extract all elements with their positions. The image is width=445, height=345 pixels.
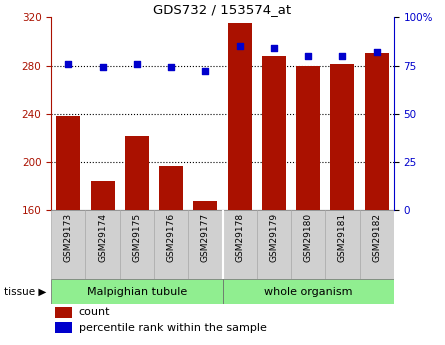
Bar <box>159 166 183 210</box>
Text: GSM29179: GSM29179 <box>269 213 279 262</box>
Bar <box>125 136 149 210</box>
Bar <box>222 210 257 279</box>
Text: GSM29174: GSM29174 <box>98 213 107 262</box>
Bar <box>51 210 85 279</box>
Point <box>134 61 141 66</box>
Bar <box>365 53 388 210</box>
Text: GSM29175: GSM29175 <box>132 213 142 262</box>
Bar <box>296 66 320 210</box>
Text: GSM29173: GSM29173 <box>64 213 73 262</box>
Bar <box>262 56 286 210</box>
Bar <box>154 210 188 279</box>
Bar <box>85 210 120 279</box>
Bar <box>55 322 72 333</box>
Text: GSM29182: GSM29182 <box>372 213 381 262</box>
Bar <box>194 201 217 210</box>
Point <box>202 69 209 74</box>
Text: GSM29180: GSM29180 <box>303 213 313 262</box>
Point <box>373 49 380 55</box>
Text: tissue ▶: tissue ▶ <box>4 287 47 296</box>
Bar <box>360 210 394 279</box>
Text: Malpighian tubule: Malpighian tubule <box>87 287 187 296</box>
Bar <box>91 181 114 210</box>
Bar <box>120 210 154 279</box>
Point <box>305 53 312 59</box>
Point <box>236 43 243 49</box>
Bar <box>188 210 222 279</box>
Text: GSM29177: GSM29177 <box>201 213 210 262</box>
Bar <box>325 210 360 279</box>
Text: whole organism: whole organism <box>264 287 352 296</box>
Point <box>99 65 106 70</box>
Point <box>65 61 72 66</box>
Bar <box>257 210 291 279</box>
Bar <box>55 307 72 317</box>
Text: GSM29176: GSM29176 <box>166 213 176 262</box>
Bar <box>51 279 223 304</box>
Title: GDS732 / 153574_at: GDS732 / 153574_at <box>154 3 291 16</box>
Point <box>168 65 175 70</box>
Point <box>271 46 278 51</box>
Bar <box>228 23 251 210</box>
Text: count: count <box>79 307 110 317</box>
Text: GSM29181: GSM29181 <box>338 213 347 262</box>
Text: GSM29178: GSM29178 <box>235 213 244 262</box>
Bar <box>331 64 354 210</box>
Text: percentile rank within the sample: percentile rank within the sample <box>79 323 267 333</box>
Point <box>339 53 346 59</box>
Bar <box>291 210 325 279</box>
Bar <box>57 116 80 210</box>
Bar <box>222 279 394 304</box>
